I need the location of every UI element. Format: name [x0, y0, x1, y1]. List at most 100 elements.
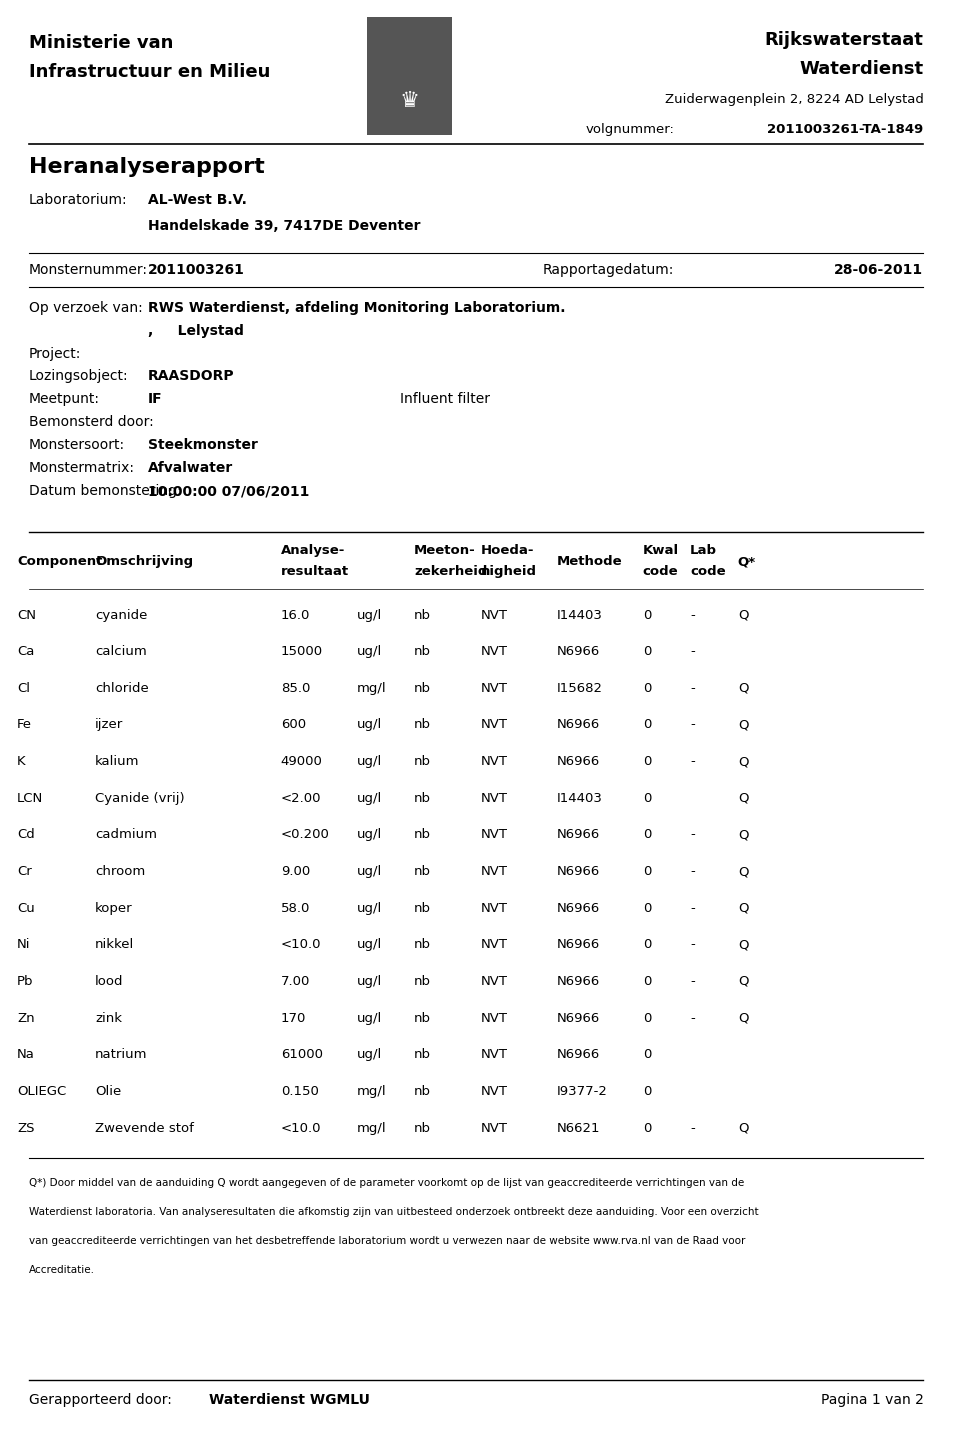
- Text: ug/l: ug/l: [357, 645, 382, 658]
- Text: Monstermatrix:: Monstermatrix:: [29, 461, 134, 476]
- Text: Q: Q: [738, 865, 749, 878]
- Text: Zn: Zn: [17, 1012, 35, 1025]
- Text: Q: Q: [738, 901, 749, 915]
- Text: 0: 0: [642, 974, 651, 989]
- Text: 0: 0: [642, 901, 651, 915]
- Text: ug/l: ug/l: [357, 1048, 382, 1062]
- Text: nb: nb: [414, 901, 431, 915]
- Text: Steekmonster: Steekmonster: [148, 438, 257, 453]
- Text: Q*) Door middel van de aanduiding Q wordt aangegeven of de parameter voorkomt op: Q*) Door middel van de aanduiding Q word…: [29, 1178, 744, 1188]
- Text: nb: nb: [414, 608, 431, 622]
- Text: -: -: [690, 938, 695, 951]
- Text: nb: nb: [414, 681, 431, 696]
- Text: N6966: N6966: [557, 1012, 600, 1025]
- Text: 0: 0: [642, 718, 651, 731]
- Text: Analyse-: Analyse-: [281, 543, 346, 558]
- Text: NVT: NVT: [481, 718, 508, 731]
- Text: -: -: [690, 608, 695, 622]
- Text: I14403: I14403: [557, 608, 603, 622]
- Text: AL-West B.V.: AL-West B.V.: [148, 193, 247, 207]
- Text: ZS: ZS: [17, 1121, 35, 1135]
- Text: chloride: chloride: [95, 681, 149, 696]
- Text: Waterdienst: Waterdienst: [800, 60, 924, 78]
- Text: nb: nb: [414, 645, 431, 658]
- Text: -: -: [690, 754, 695, 769]
- Text: Afvalwater: Afvalwater: [148, 461, 233, 476]
- Text: ,     Lelystad: , Lelystad: [148, 323, 244, 338]
- Text: ug/l: ug/l: [357, 938, 382, 951]
- Text: Op verzoek van:: Op verzoek van:: [29, 300, 142, 315]
- Text: NVT: NVT: [481, 1012, 508, 1025]
- Text: nb: nb: [414, 792, 431, 805]
- Text: nikkel: nikkel: [95, 938, 134, 951]
- Text: NVT: NVT: [481, 792, 508, 805]
- Text: NVT: NVT: [481, 938, 508, 951]
- Text: ijzer: ijzer: [95, 718, 124, 731]
- Text: -: -: [690, 828, 695, 842]
- Text: 0.150: 0.150: [281, 1085, 319, 1098]
- Text: code: code: [690, 565, 726, 579]
- Text: N6966: N6966: [557, 645, 600, 658]
- Text: N6966: N6966: [557, 754, 600, 769]
- Text: ug/l: ug/l: [357, 754, 382, 769]
- Text: N6966: N6966: [557, 865, 600, 878]
- Text: RWS Waterdienst, afdeling Monitoring Laboratorium.: RWS Waterdienst, afdeling Monitoring Lab…: [148, 300, 565, 315]
- Text: nb: nb: [414, 1012, 431, 1025]
- Text: <10.0: <10.0: [281, 938, 322, 951]
- Text: zekerheid: zekerheid: [414, 565, 488, 579]
- Text: Q: Q: [738, 681, 749, 696]
- Text: Waterdienst WGMLU: Waterdienst WGMLU: [209, 1392, 371, 1407]
- Text: 0: 0: [642, 792, 651, 805]
- Text: Q: Q: [738, 1121, 749, 1135]
- Text: N6966: N6966: [557, 938, 600, 951]
- Text: NVT: NVT: [481, 974, 508, 989]
- Text: Cu: Cu: [17, 901, 35, 915]
- Text: Q: Q: [738, 974, 749, 989]
- Text: ug/l: ug/l: [357, 828, 382, 842]
- Text: Gerapporteerd door:: Gerapporteerd door:: [29, 1392, 172, 1407]
- Text: ug/l: ug/l: [357, 792, 382, 805]
- Text: nb: nb: [414, 1048, 431, 1062]
- Text: NVT: NVT: [481, 608, 508, 622]
- Text: I15682: I15682: [557, 681, 603, 696]
- Text: Heranalyserapport: Heranalyserapport: [29, 157, 264, 177]
- Text: mg/l: mg/l: [357, 1085, 387, 1098]
- Text: 15000: 15000: [281, 645, 323, 658]
- Text: Rijkswaterstaat: Rijkswaterstaat: [764, 32, 924, 49]
- Text: <2.00: <2.00: [281, 792, 322, 805]
- Text: Omschrijving: Omschrijving: [95, 555, 193, 569]
- Text: <10.0: <10.0: [281, 1121, 322, 1135]
- Text: Meetpunt:: Meetpunt:: [29, 392, 100, 407]
- Text: Infrastructuur en Milieu: Infrastructuur en Milieu: [29, 63, 270, 80]
- Text: Bemonsterd door:: Bemonsterd door:: [29, 415, 154, 430]
- Text: koper: koper: [95, 901, 132, 915]
- Text: -: -: [690, 865, 695, 878]
- Text: NVT: NVT: [481, 1121, 508, 1135]
- Text: ug/l: ug/l: [357, 865, 382, 878]
- Text: 49000: 49000: [281, 754, 323, 769]
- Text: 2011003261: 2011003261: [148, 263, 245, 277]
- Text: -: -: [690, 1121, 695, 1135]
- Text: Q: Q: [738, 1012, 749, 1025]
- Text: Accreditatie.: Accreditatie.: [29, 1265, 95, 1275]
- Text: K: K: [17, 754, 26, 769]
- Text: ug/l: ug/l: [357, 718, 382, 731]
- Text: ♛: ♛: [399, 91, 420, 111]
- Text: 28-06-2011: 28-06-2011: [834, 263, 924, 277]
- FancyBboxPatch shape: [367, 17, 452, 135]
- Text: Datum bemonstering:: Datum bemonstering:: [29, 484, 181, 499]
- Text: Zwevende stof: Zwevende stof: [95, 1121, 194, 1135]
- Text: 58.0: 58.0: [281, 901, 310, 915]
- Text: 0: 0: [642, 645, 651, 658]
- Text: Component: Component: [17, 555, 103, 569]
- Text: Lozingsobject:: Lozingsobject:: [29, 369, 129, 384]
- Text: 0: 0: [642, 938, 651, 951]
- Text: RAASDORP: RAASDORP: [148, 369, 234, 384]
- Text: zink: zink: [95, 1012, 122, 1025]
- Text: NVT: NVT: [481, 645, 508, 658]
- Text: Methode: Methode: [557, 555, 623, 569]
- Text: <0.200: <0.200: [281, 828, 329, 842]
- Text: nb: nb: [414, 828, 431, 842]
- Text: N6966: N6966: [557, 974, 600, 989]
- Text: nb: nb: [414, 754, 431, 769]
